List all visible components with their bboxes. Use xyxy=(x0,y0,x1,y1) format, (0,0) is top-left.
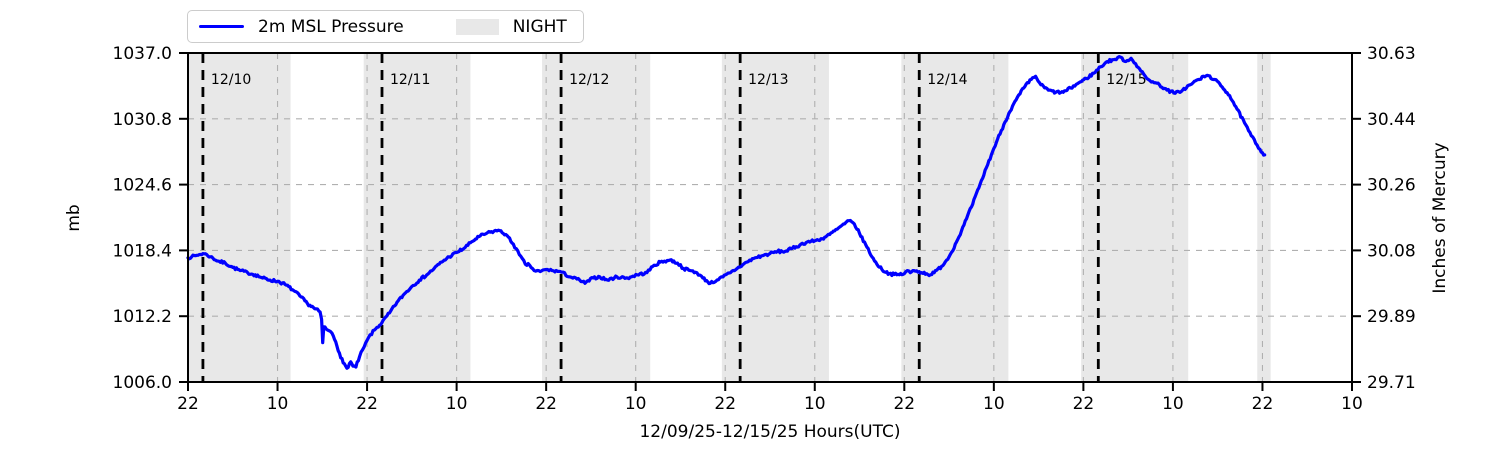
x-tick-label: 10 xyxy=(1162,394,1184,414)
x-tick-label: 22 xyxy=(893,394,915,414)
mb-tick-label: 1006.0 xyxy=(113,373,172,393)
night-shading xyxy=(363,53,471,382)
mb-tick-label: 1012.2 xyxy=(113,307,172,327)
mb-tick-label: 1037.0 xyxy=(113,44,172,64)
x-tick-label: 10 xyxy=(446,394,468,414)
x-tick-label: 22 xyxy=(1252,394,1274,414)
x-tick-label: 10 xyxy=(804,394,826,414)
night-shading xyxy=(1257,53,1271,382)
night-shading xyxy=(188,53,291,382)
left-axis-title: mb xyxy=(64,204,84,231)
series-layer xyxy=(186,55,1267,370)
day-label: 12/10 xyxy=(211,72,251,88)
x-tick-label: 22 xyxy=(535,394,557,414)
inhg-tick-label: 30.08 xyxy=(1367,241,1416,261)
plot-border xyxy=(187,52,1353,383)
mb-tick-label: 1024.6 xyxy=(113,176,172,196)
inhg-tick-label: 30.44 xyxy=(1367,110,1416,130)
legend-night-swatch xyxy=(455,18,499,35)
axes-layer: 22 10 22 10 22 10 22 10 22 10 22 10 22 10 1006.0 29.71 1… xyxy=(113,44,1416,414)
x-tick-label: 22 xyxy=(714,394,736,414)
pressure-line xyxy=(186,55,1267,370)
day-label: 12/12 xyxy=(569,72,609,88)
day-label: 12/14 xyxy=(927,72,967,88)
legend-line-swatch xyxy=(199,24,244,29)
mb-tick-label: 1018.4 xyxy=(113,241,172,261)
day-boundary-layer: 12/10 12/11 12/12 12/13 12/14 12/15 xyxy=(201,53,1147,382)
legend: 2m MSL Pressure NIGHT xyxy=(187,10,584,43)
x-tick-label: 10 xyxy=(983,394,1005,414)
night-shading xyxy=(721,53,829,382)
x-tick-label: 22 xyxy=(1073,394,1095,414)
x-axis-title: 12/09/25-12/15/25 Hours(UTC) xyxy=(639,422,900,442)
legend-night-label: NIGHT xyxy=(512,16,567,37)
day-label: 12/11 xyxy=(390,72,430,88)
x-tick-label: 10 xyxy=(267,394,289,414)
night-shading xyxy=(901,53,1009,382)
x-tick-label: 10 xyxy=(1341,394,1363,414)
inhg-tick-label: 30.26 xyxy=(1367,176,1416,196)
right-axis-title: Inches of Mercury xyxy=(1430,142,1450,293)
legend-series-label: 2m MSL Pressure xyxy=(258,16,404,37)
night-shading-layer xyxy=(188,53,1271,382)
day-label: 12/13 xyxy=(748,72,788,88)
night-shading xyxy=(542,53,651,382)
day-label: 12/15 xyxy=(1106,72,1146,88)
x-tick-label: 10 xyxy=(625,394,647,414)
inhg-tick-label: 29.89 xyxy=(1367,307,1416,327)
mb-tick-label: 1030.8 xyxy=(113,110,172,130)
x-tick-label: 22 xyxy=(356,394,378,414)
x-tick-label: 22 xyxy=(177,394,199,414)
inhg-tick-label: 30.63 xyxy=(1367,44,1416,64)
inhg-tick-label: 29.71 xyxy=(1367,373,1416,393)
